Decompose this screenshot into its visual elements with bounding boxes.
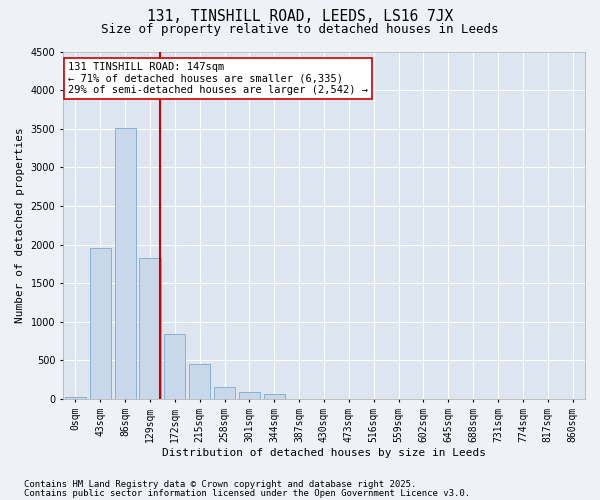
Text: 131 TINSHILL ROAD: 147sqm
← 71% of detached houses are smaller (6,335)
29% of se: 131 TINSHILL ROAD: 147sqm ← 71% of detac… bbox=[68, 62, 368, 95]
Text: Contains HM Land Registry data © Crown copyright and database right 2025.: Contains HM Land Registry data © Crown c… bbox=[24, 480, 416, 489]
X-axis label: Distribution of detached houses by size in Leeds: Distribution of detached houses by size … bbox=[162, 448, 486, 458]
Text: 131, TINSHILL ROAD, LEEDS, LS16 7JX: 131, TINSHILL ROAD, LEEDS, LS16 7JX bbox=[147, 9, 453, 24]
Text: Size of property relative to detached houses in Leeds: Size of property relative to detached ho… bbox=[101, 22, 499, 36]
Bar bbox=[263, 394, 285, 399]
Bar bbox=[115, 128, 136, 399]
Bar bbox=[189, 364, 210, 399]
Bar bbox=[139, 258, 161, 399]
Bar bbox=[89, 248, 111, 399]
Y-axis label: Number of detached properties: Number of detached properties bbox=[15, 128, 25, 323]
Text: Contains public sector information licensed under the Open Government Licence v3: Contains public sector information licen… bbox=[24, 488, 470, 498]
Bar bbox=[65, 396, 86, 399]
Bar bbox=[214, 388, 235, 399]
Bar bbox=[239, 392, 260, 399]
Bar bbox=[164, 334, 185, 399]
